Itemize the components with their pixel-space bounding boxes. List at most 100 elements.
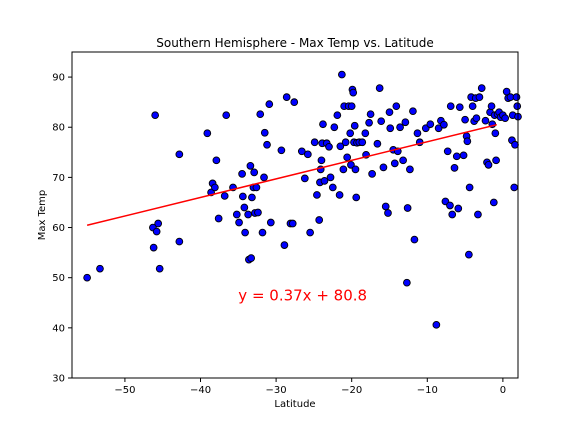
data-point: [248, 193, 256, 202]
data-point: [277, 146, 286, 155]
plot-frame: [71, 51, 519, 379]
data-point: [330, 123, 339, 132]
data-point: [381, 202, 390, 211]
data-point: [459, 151, 468, 160]
data-point: [401, 118, 410, 127]
data-point: [361, 129, 370, 138]
x-axis-label: Latitude: [274, 399, 315, 410]
data-point: [472, 114, 481, 123]
x-tick-label: −30: [266, 385, 287, 396]
data-point: [266, 218, 275, 227]
data-point: [335, 191, 344, 199]
data-point: [366, 110, 375, 119]
data-point: [409, 107, 417, 116]
data-point: [487, 102, 496, 111]
data-point: [385, 108, 394, 117]
data-point: [250, 168, 259, 177]
data-point: [317, 156, 326, 165]
x-tick-label: −40: [190, 385, 211, 396]
data-point: [240, 203, 249, 212]
data-point: [351, 165, 360, 174]
data-point: [175, 237, 184, 246]
data-point: [373, 139, 382, 148]
data-point: [238, 192, 247, 201]
regression-equation: y = 0.37x + 80.8: [238, 286, 367, 304]
regression-line: [86, 123, 498, 227]
data-point: [256, 110, 265, 119]
data-point: [336, 142, 345, 151]
data-point: [455, 103, 464, 112]
data-point: [325, 142, 333, 151]
data-point: [365, 118, 373, 127]
x-axis-ticks: −50 −40 −30 −20 −10 0: [114, 378, 506, 396]
y-tick-label: 70: [52, 173, 65, 184]
data-point: [246, 161, 255, 170]
data-point: [392, 102, 401, 111]
data-point: [96, 264, 104, 273]
data-point: [232, 210, 241, 219]
data-point: [484, 160, 493, 169]
data-point: [339, 165, 348, 174]
data-point: [465, 250, 473, 259]
data-point: [343, 153, 352, 162]
data-point: [446, 102, 455, 111]
data-point: [450, 164, 459, 172]
data-point: [396, 123, 404, 132]
y-tick-label: 50: [52, 273, 65, 284]
data-point: [313, 191, 321, 199]
y-tick-label: 80: [52, 123, 65, 134]
data-point: [83, 273, 91, 282]
data-point: [386, 124, 395, 133]
data-point: [265, 100, 274, 109]
data-point: [350, 121, 359, 130]
data-point: [155, 264, 164, 273]
data-point: [320, 177, 329, 185]
data-points: [83, 70, 522, 329]
data-point: [280, 241, 289, 249]
data-point: [461, 115, 469, 124]
data-point: [410, 235, 419, 244]
data-point: [406, 165, 414, 174]
data-point: [341, 138, 350, 147]
data-point: [306, 228, 314, 237]
y-axis-ticks: 30 40 50 60 70 80 90: [52, 73, 72, 385]
data-point: [384, 209, 392, 217]
data-point: [328, 183, 337, 192]
data-point: [481, 116, 490, 125]
data-point: [358, 138, 367, 147]
data-point: [349, 88, 358, 97]
data-point: [375, 84, 384, 92]
data-point: [510, 183, 519, 192]
data-point: [512, 93, 521, 101]
data-point: [154, 219, 163, 228]
data-point: [297, 147, 306, 156]
data-point: [338, 70, 346, 79]
data-point: [474, 210, 482, 219]
data-point: [254, 208, 262, 217]
data-point: [347, 160, 355, 169]
data-point: [220, 192, 229, 200]
data-point: [454, 204, 463, 213]
data-point: [463, 137, 472, 146]
data-point: [304, 150, 312, 159]
data-point: [149, 243, 158, 252]
data-point: [403, 278, 411, 287]
data-point: [310, 138, 319, 147]
x-tick-label: −50: [114, 385, 135, 396]
data-point: [511, 140, 519, 149]
data-point: [489, 198, 498, 207]
data-point: [244, 210, 252, 219]
data-point: [300, 174, 309, 183]
x-tick-label: −10: [417, 385, 438, 396]
data-point: [290, 98, 299, 107]
data-point: [477, 84, 486, 92]
data-point: [241, 228, 249, 237]
data-point: [260, 173, 268, 182]
data-point: [399, 156, 407, 165]
data-point: [288, 219, 297, 228]
x-tick-label: 0: [500, 385, 506, 396]
data-point: [468, 102, 477, 111]
data-point: [222, 111, 231, 120]
